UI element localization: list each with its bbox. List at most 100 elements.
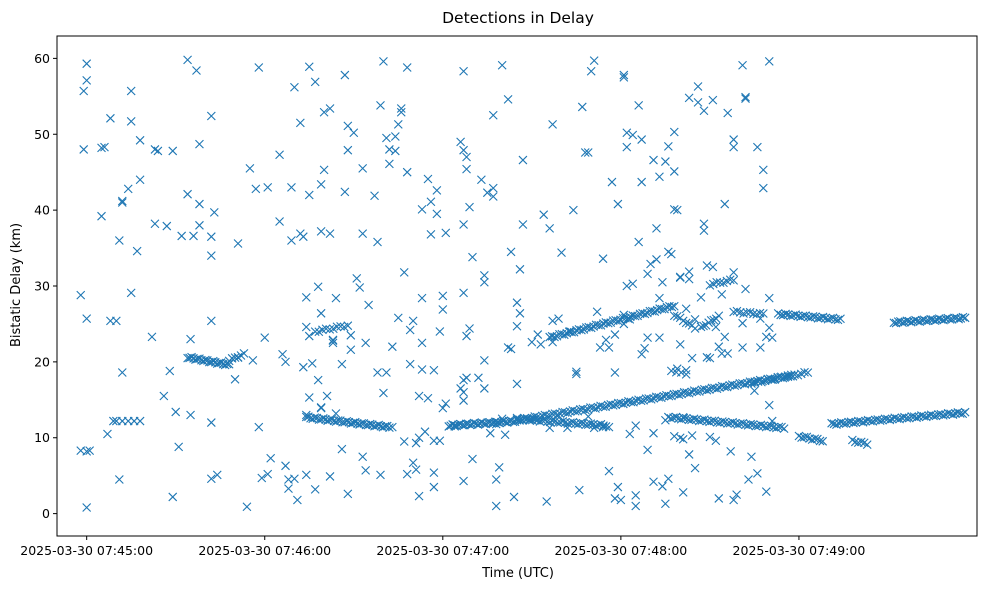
data-point-marker: [509, 492, 519, 502]
data-point-marker: [752, 469, 762, 478]
data-point-marker: [82, 447, 92, 456]
data-point-marker: [678, 487, 688, 497]
data-point-marker: [373, 368, 382, 377]
x-tick-label: 2025-03-30 07:45:00: [20, 543, 153, 558]
x-axis-label: Time (UTC): [481, 566, 554, 581]
data-point-marker: [82, 59, 92, 69]
data-point-marker: [307, 359, 317, 368]
data-point-marker: [810, 434, 820, 444]
data-point-marker: [570, 406, 580, 416]
data-point-marker: [343, 489, 353, 499]
data-point-marker: [681, 365, 691, 375]
data-point-marker: [479, 277, 489, 287]
data-point-marker: [316, 403, 326, 413]
data-point-marker: [319, 165, 329, 175]
data-point-marker: [630, 311, 640, 321]
data-point-marker: [518, 220, 528, 229]
data-point-marker: [162, 221, 172, 231]
data-point-marker: [715, 278, 725, 287]
data-point-marker: [791, 310, 801, 320]
data-point-marker: [601, 335, 611, 345]
x-tick-label: 2025-03-30 07:49:00: [733, 543, 866, 558]
data-point-marker: [387, 422, 397, 432]
data-point-marker: [723, 349, 733, 358]
data-point-marker: [672, 205, 682, 215]
data-point-marker: [672, 311, 682, 321]
data-point-marker: [117, 196, 127, 206]
y-tick-label: 60: [34, 51, 50, 66]
data-point-marker: [459, 396, 468, 405]
data-point-marker: [438, 305, 448, 314]
data-point-marker: [479, 270, 489, 280]
data-point-marker: [761, 487, 771, 497]
data-point-marker: [384, 145, 394, 154]
data-point-marker: [135, 175, 145, 185]
data-point-marker: [628, 279, 638, 289]
data-point-marker: [729, 135, 739, 144]
data-point-marker: [361, 465, 371, 475]
data-point-marker: [310, 484, 320, 494]
data-point-marker: [542, 497, 552, 506]
data-point-marker: [441, 228, 451, 238]
data-point-marker: [664, 391, 674, 401]
y-axis-label: Bistatic Delay (km): [9, 223, 24, 347]
data-point-marker: [705, 385, 714, 394]
data-point-marker: [776, 372, 786, 382]
data-point-marker: [637, 135, 647, 144]
data-point-marker: [230, 374, 240, 384]
data-point-marker: [103, 429, 112, 439]
data-point-marker: [353, 419, 362, 428]
data-point-marker: [675, 433, 685, 443]
data-point-marker: [613, 482, 623, 492]
data-point-marker: [153, 146, 163, 156]
data-point-marker: [799, 432, 809, 442]
data-point-marker: [592, 307, 602, 317]
data-point-marker: [358, 229, 368, 239]
data-point-marker: [411, 438, 421, 448]
data-point-marker: [245, 164, 255, 173]
data-point-marker: [393, 120, 403, 129]
data-point-marker: [301, 322, 311, 332]
data-point-marker: [399, 267, 409, 277]
data-point-marker: [132, 246, 142, 256]
data-point-marker: [548, 416, 558, 426]
data-point-marker: [106, 113, 115, 123]
data-point-marker: [479, 355, 489, 365]
data-point-marker: [591, 421, 601, 431]
data-point-marker: [417, 365, 427, 374]
data-point-marker: [702, 385, 712, 395]
data-point-marker: [895, 414, 904, 424]
data-point-marker: [365, 419, 375, 429]
data-point-marker: [358, 164, 368, 173]
data-point-marker: [435, 436, 445, 446]
data-point-marker: [396, 104, 406, 113]
data-point-marker: [696, 292, 706, 302]
data-point-marker: [429, 468, 439, 478]
data-point-marker: [711, 322, 721, 332]
data-point-marker: [248, 355, 258, 365]
data-point-marker: [337, 444, 347, 454]
data-point-marker: [773, 373, 783, 383]
data-point-marker: [325, 229, 335, 239]
data-point-marker: [373, 237, 382, 247]
data-point-marker: [643, 333, 652, 342]
data-point-marker: [456, 137, 466, 147]
data-point-marker: [684, 415, 694, 425]
data-point-marker: [553, 410, 562, 419]
data-point-marker: [441, 399, 451, 408]
data-point-marker: [206, 316, 216, 326]
data-point-marker: [328, 338, 338, 348]
data-point-marker: [405, 325, 415, 335]
data-point-marker: [878, 415, 887, 425]
data-point-marker: [432, 186, 442, 195]
data-point-marker: [558, 417, 568, 426]
chart-title: Detections in Delay: [442, 9, 594, 27]
data-point-marker: [938, 410, 948, 420]
data-point-marker: [738, 418, 748, 428]
data-point-marker: [780, 373, 790, 382]
data-point-marker: [689, 414, 699, 424]
data-point-marker: [604, 466, 614, 476]
data-point-marker: [500, 430, 510, 440]
data-point-marker: [608, 400, 618, 410]
data-point-marker: [254, 63, 264, 72]
